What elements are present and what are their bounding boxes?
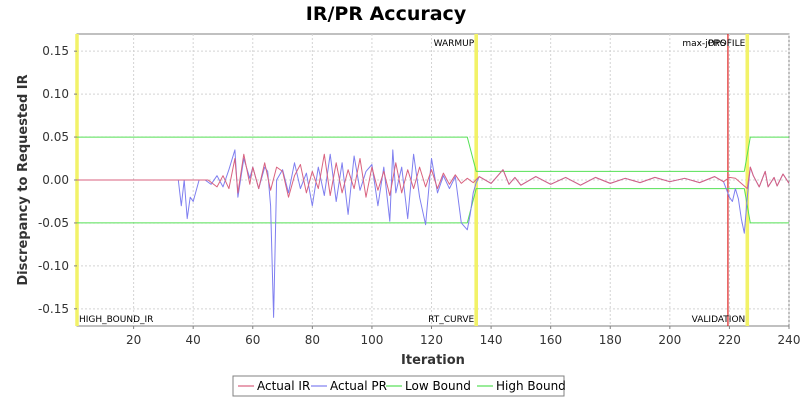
- phase-marker-label: WARMUP: [434, 39, 475, 49]
- phase-marker-labels: WARMUP RT_CURVE max-jOPS VALIDATION PROFILE H…: [79, 39, 746, 325]
- phase-marker-label: max-jOPS: [682, 39, 726, 49]
- x-tick-label: 80: [305, 333, 320, 347]
- series-line-high-bound: [77, 136, 789, 172]
- y-tick-label: -0.15: [38, 302, 69, 316]
- series-line-low-bound: [77, 188, 789, 224]
- x-axis-label: Iteration: [401, 353, 465, 368]
- plot-area: WARMUP RT_CURVE max-jOPS VALIDATION PROFILE H…: [75, 33, 790, 327]
- series-line-actual-ir: [77, 153, 790, 198]
- chart-title: IR/PR Accuracy: [306, 3, 467, 25]
- x-tick-label: 100: [360, 333, 383, 347]
- x-tick-label: 40: [186, 333, 201, 347]
- y-axis: -0.15 -0.10 -0.05 0.00 0.05 0.10 0.15: [38, 44, 77, 316]
- legend-label-actual-ir: Actual IR: [257, 379, 310, 393]
- series-line-actual-pr: [77, 149, 790, 318]
- x-tick-label: 200: [658, 333, 681, 347]
- y-tick-label: 0.10: [42, 87, 69, 101]
- y-axis-label: Discrepancy to Requested IR: [16, 74, 31, 285]
- x-tick-label: 180: [599, 333, 622, 347]
- x-tick-label: 140: [480, 333, 503, 347]
- phase-marker-label: HIGH_BOUND_IR: [79, 315, 153, 325]
- legend-label-high-bound: High Bound: [496, 379, 566, 393]
- x-tick-label: 240: [778, 333, 800, 347]
- x-tick-label: 220: [718, 333, 741, 347]
- y-tick-label: 0.00: [42, 173, 69, 187]
- phase-marker-label: RT_CURVE: [428, 315, 474, 325]
- phase-marker-label: PROFILE: [708, 39, 746, 49]
- y-tick-label: -0.05: [38, 216, 69, 230]
- series-layer: [77, 136, 790, 318]
- x-axis: 20 40 60 80 100 120 140 160 180 200 220 240: [126, 326, 800, 347]
- x-tick-label: 120: [420, 333, 443, 347]
- legend-label-low-bound: Low Bound: [405, 379, 471, 393]
- y-tick-label: 0.05: [42, 130, 69, 144]
- legend-label-actual-pr: Actual PR: [330, 379, 387, 393]
- y-tick-label: 0.15: [42, 44, 69, 58]
- x-tick-label: 20: [126, 333, 141, 347]
- x-tick-label: 160: [539, 333, 562, 347]
- x-tick-label: 60: [245, 333, 260, 347]
- phase-marker-label: VALIDATION: [692, 315, 746, 325]
- y-tick-label: -0.10: [38, 259, 69, 273]
- legend: Actual IR Actual PR Low Bound High Bound: [232, 375, 566, 397]
